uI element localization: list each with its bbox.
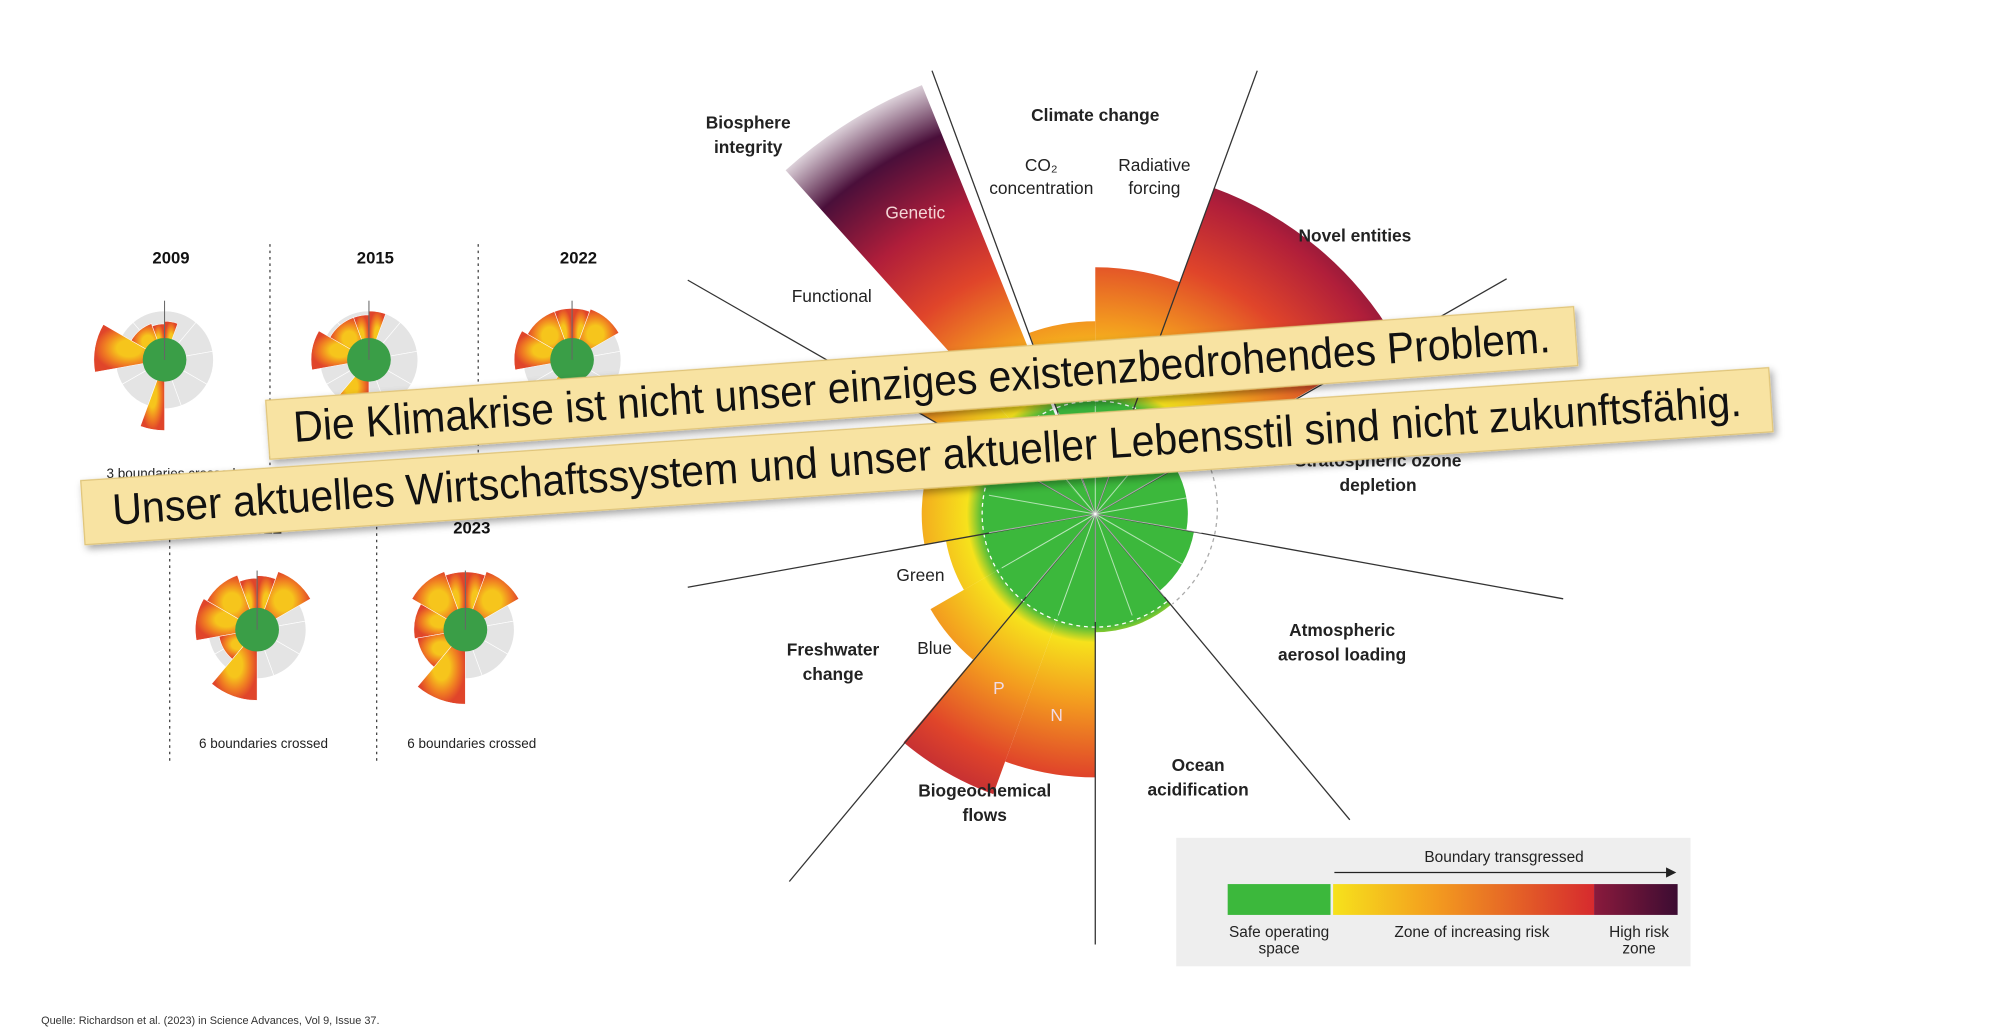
inner-spoke <box>988 494 1096 515</box>
legend-label: Boundary transgressed <box>1424 849 1583 866</box>
label: depletion <box>1340 475 1417 495</box>
wedge <box>1095 514 1172 633</box>
thumb-year: 2009 <box>152 248 189 267</box>
label: Climate change <box>1031 105 1160 125</box>
banner-box <box>264 305 1579 460</box>
legend-label: space <box>1259 940 1300 957</box>
label: P <box>993 678 1005 698</box>
wedge <box>1095 467 1188 531</box>
label: forcing <box>1128 178 1180 198</box>
label: Radiative <box>1118 155 1190 175</box>
label: acidification <box>1148 779 1249 799</box>
inner-spoke <box>1095 513 1202 534</box>
wedge <box>1095 514 1195 591</box>
legend-swatch <box>1333 884 1595 915</box>
wedge <box>903 514 1096 795</box>
label: Atmospheric <box>1289 620 1395 640</box>
legend-label: Safe operating <box>1229 924 1329 941</box>
label: Biogeochemical <box>918 781 1051 801</box>
wedge <box>930 514 1096 660</box>
label: Ocean <box>1172 755 1225 775</box>
label: change <box>803 664 864 684</box>
wheel-labels: Biosphere integrity Genetic Functional C… <box>706 105 1462 825</box>
label: N <box>1050 705 1063 725</box>
source: Quelle: Richardson et al. (2023) in Scie… <box>41 1015 379 1027</box>
legend: Boundary transgressed Safe operating spa… <box>1176 837 1691 967</box>
label: integrity <box>714 137 783 157</box>
label: concentration <box>989 178 1093 198</box>
inner-spoke <box>1057 513 1096 616</box>
label: flows <box>963 805 1007 825</box>
legend-arrowhead <box>1666 867 1677 878</box>
inner-spoke <box>1094 513 1133 616</box>
label: Green <box>896 565 944 585</box>
label: Functional <box>792 286 872 306</box>
legend-swatch <box>1594 884 1678 915</box>
thumb-caption: 6 boundaries crossed <box>199 736 328 751</box>
wedge <box>785 85 1096 514</box>
boundary-wheel <box>687 70 1564 945</box>
banner-box <box>80 366 1774 546</box>
thumb-year: 2015 <box>357 248 394 267</box>
inner-spoke <box>1094 513 1166 598</box>
wedge <box>945 514 1096 590</box>
thumb-core <box>443 607 488 652</box>
inner-spoke <box>1001 513 1096 569</box>
legend-label: Zone of increasing risk <box>1394 924 1549 941</box>
legend-swatch <box>1227 884 1331 915</box>
label: Biosphere <box>706 113 791 133</box>
inner-spoke <box>988 513 1096 534</box>
label: Blue <box>917 638 952 658</box>
label: Freshwater <box>787 639 880 659</box>
legend-label: zone <box>1622 940 1655 957</box>
wedge <box>1005 514 1096 778</box>
label: Novel entities <box>1299 226 1412 246</box>
label: CO₂ <box>1025 155 1058 175</box>
inner-spoke <box>1025 513 1096 598</box>
dashed-arc <box>1171 462 1218 605</box>
legend-label: High risk <box>1609 924 1669 941</box>
label: Genetic <box>885 202 945 222</box>
thumb-caption: 6 boundaries crossed <box>407 736 536 751</box>
inner-spoke <box>1095 513 1190 569</box>
label: aerosol loading <box>1278 644 1406 664</box>
thumb-year: 2023 <box>453 518 490 537</box>
thumb-wedge <box>417 628 466 705</box>
thumb-year: 2022 <box>560 248 597 267</box>
inner-spoke <box>1095 494 1202 515</box>
thumb-core <box>235 607 279 652</box>
